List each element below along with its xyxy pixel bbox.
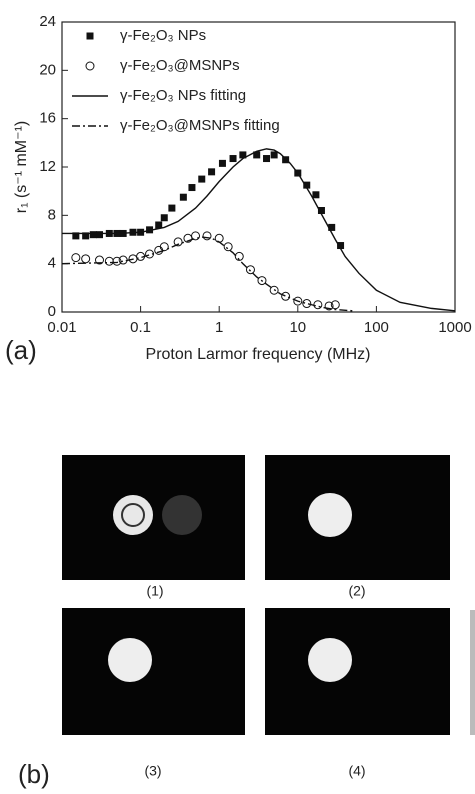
legend-label: γ-Fe₂O₃ NPs bbox=[120, 27, 206, 44]
point bbox=[269, 285, 279, 295]
legend-marker bbox=[85, 61, 95, 71]
point bbox=[303, 181, 311, 189]
point bbox=[263, 155, 271, 163]
mri-image bbox=[265, 608, 450, 735]
point bbox=[202, 231, 212, 241]
point bbox=[257, 276, 267, 286]
x-tick-label: 1 bbox=[215, 319, 223, 336]
point bbox=[253, 151, 261, 159]
point bbox=[96, 231, 104, 239]
point bbox=[179, 193, 187, 201]
fit-line bbox=[61, 236, 353, 312]
point bbox=[214, 233, 224, 243]
mri-image-edge bbox=[470, 610, 475, 735]
sample-spot bbox=[308, 638, 352, 682]
point bbox=[188, 184, 196, 192]
legend-label: γ-Fe₂O₃ NPs fitting bbox=[120, 87, 246, 104]
legend-label: γ-Fe₂O₃@MSNPs fitting bbox=[120, 117, 280, 134]
point bbox=[72, 232, 80, 240]
point bbox=[223, 242, 233, 252]
point bbox=[155, 221, 163, 229]
x-tick-label: 1000 bbox=[438, 319, 471, 336]
point bbox=[313, 300, 323, 310]
y-tick-label: 12 bbox=[39, 158, 56, 175]
point bbox=[324, 301, 334, 311]
point bbox=[229, 155, 237, 163]
point bbox=[81, 254, 91, 264]
x-tick-label: 10 bbox=[289, 319, 306, 336]
point bbox=[234, 251, 244, 261]
x-tick-label: 0.1 bbox=[130, 319, 151, 336]
point bbox=[245, 265, 255, 275]
y-tick-label: 8 bbox=[48, 206, 56, 223]
point bbox=[168, 204, 176, 212]
legend-label: γ-Fe₂O₃@MSNPs bbox=[120, 57, 240, 74]
y-tick-label: 24 bbox=[39, 13, 56, 30]
mri-panel: (b) (1) (2) (3) (4) bbox=[18, 455, 475, 789]
y-tick-label: 4 bbox=[48, 255, 56, 272]
point bbox=[281, 291, 291, 301]
point bbox=[154, 245, 164, 255]
y-axis-label: r₁ (s⁻¹ mM⁻¹) bbox=[13, 121, 30, 213]
point bbox=[82, 232, 90, 240]
point bbox=[317, 207, 325, 214]
y-tick-label: 20 bbox=[39, 61, 56, 78]
fit-line bbox=[62, 148, 456, 312]
mri-image bbox=[265, 455, 450, 580]
point bbox=[270, 151, 278, 159]
point bbox=[218, 159, 226, 167]
y-tick-label: 16 bbox=[39, 110, 56, 127]
mri-image bbox=[62, 608, 245, 735]
image-label: (2) bbox=[348, 583, 365, 599]
point bbox=[312, 191, 320, 199]
point bbox=[239, 151, 247, 159]
sample-ring bbox=[121, 503, 145, 527]
x-tick-label: 0.01 bbox=[47, 319, 76, 336]
point bbox=[71, 253, 81, 263]
point bbox=[337, 242, 345, 250]
sample-spot bbox=[108, 638, 152, 682]
point bbox=[330, 300, 340, 310]
point bbox=[198, 175, 206, 183]
legend-marker bbox=[86, 32, 94, 40]
point bbox=[293, 296, 303, 306]
point bbox=[173, 237, 183, 247]
panel-label: (a) bbox=[5, 335, 37, 365]
sample-spot bbox=[113, 495, 153, 535]
point bbox=[89, 231, 97, 239]
point bbox=[95, 255, 105, 265]
sample-spot bbox=[308, 493, 352, 537]
image-label: (4) bbox=[348, 763, 365, 779]
panel-label: (b) bbox=[18, 759, 50, 789]
point bbox=[328, 223, 336, 231]
mri-image bbox=[62, 455, 245, 580]
point bbox=[302, 299, 312, 309]
sample-spot bbox=[162, 495, 202, 535]
image-label: (1) bbox=[146, 583, 163, 599]
point bbox=[208, 168, 216, 176]
x-tick-label: 100 bbox=[364, 319, 389, 336]
image-label: (3) bbox=[144, 763, 161, 779]
point bbox=[104, 256, 114, 266]
point bbox=[159, 242, 169, 252]
point bbox=[160, 214, 168, 222]
x-axis-label: Proton Larmor frequency (MHz) bbox=[146, 346, 371, 363]
point bbox=[191, 231, 201, 241]
y-tick-label: 0 bbox=[48, 303, 56, 320]
